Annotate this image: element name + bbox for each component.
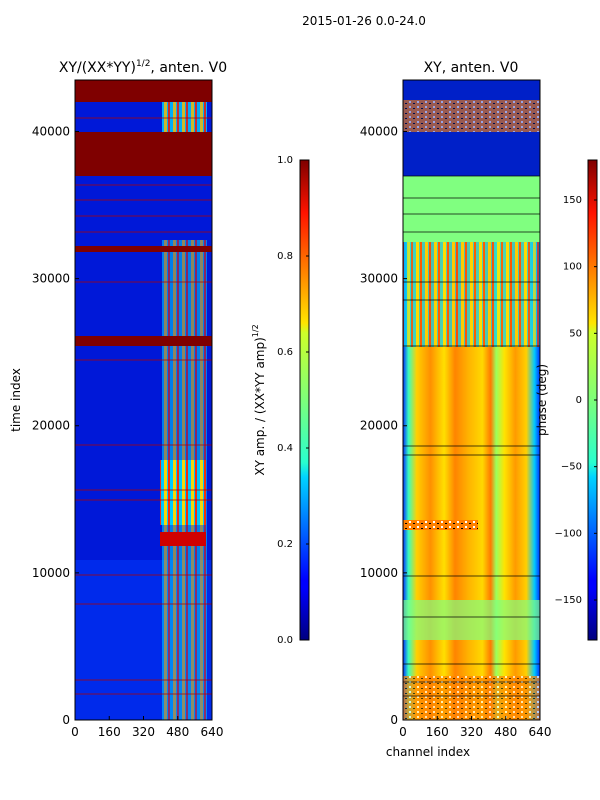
left-colorbar-tick-label: 0.8: [277, 251, 293, 262]
left-colorbar-frame: [299, 159, 310, 641]
right-heatmap: [403, 80, 540, 720]
left-panel: XY/(XX*YY)1/2, anten. V0 0 160 320 4: [9, 59, 310, 739]
right-xticks: 0 160 320 480 640: [399, 716, 551, 739]
left-heatmap-ch480-bright: [160, 460, 206, 525]
left-colorbar: 0.0 0.2 0.4 0.6 0.8 1.0 XY amp. / (XX*YY amp)…: [251, 155, 310, 646]
right-heatmap-green-band: [403, 176, 540, 242]
left-heatmap-sat-block: [75, 132, 212, 176]
left-ylabel: time index: [9, 368, 23, 432]
right-colorbar-tick-label: 100: [563, 262, 582, 273]
left-heatmap-sat-line1: [75, 246, 212, 252]
left-colorbar-tick-label: 0.2: [277, 539, 293, 550]
left-ytick-label: 0: [62, 713, 70, 727]
left-title: XY/(XX*YY)1/2, anten. V0: [59, 59, 227, 76]
left-heatmap-redlines: [75, 117, 212, 695]
right-colorbar: −150 −100 −50 0 50 100 150 phase (deg): [535, 159, 598, 641]
right-colorbar-gradient: [588, 160, 597, 640]
left-colorbar-label: XY amp. / (XX*YY amp)1/2: [251, 324, 267, 475]
left-ytick-label: 40000: [32, 124, 70, 138]
right-ytick-label: 0: [390, 713, 398, 727]
right-xtick-label: 320: [460, 725, 483, 739]
left-ytick-label: 30000: [32, 272, 70, 286]
right-ytick-label: 40000: [360, 124, 398, 138]
right-colorbar-tick-label: −50: [561, 462, 582, 473]
right-xtick-label: 640: [529, 725, 552, 739]
left-colorbar-tick-label: 0.4: [277, 443, 293, 454]
left-xtick-label: 640: [201, 725, 224, 739]
left-xtick-label: 480: [166, 725, 189, 739]
right-yticks: 0 10000 20000 30000 40000: [360, 124, 407, 727]
right-xtick-label: 160: [426, 725, 449, 739]
right-colorbar-tick-label: 150: [563, 195, 582, 206]
left-heatmap-sat-top: [75, 80, 212, 102]
left-xtick-label: 320: [132, 725, 155, 739]
right-heatmap-top-red: [403, 100, 540, 132]
right-colorbar-tick-label: −150: [555, 595, 582, 606]
right-xtick-label: 480: [494, 725, 517, 739]
left-yticks: 0 10000 20000 30000 40000: [32, 124, 79, 727]
right-title: XY, anten. V0: [424, 60, 519, 76]
right-panel: XY, anten. V0 0 160 320 480 640 0 10000 20000 3…: [360, 60, 598, 759]
left-xticks: 0 160 320 480 640: [71, 716, 223, 739]
left-ytick-label: 20000: [32, 419, 70, 433]
right-xlabel: channel index: [386, 745, 470, 759]
right-heatmap-bottom-mixed: [403, 676, 540, 720]
left-colorbar-tick-label: 0.0: [277, 635, 293, 646]
left-colorbar-gradient: [300, 160, 309, 640]
right-xtick-label: 0: [399, 725, 407, 739]
left-ytick-label: 10000: [32, 566, 70, 580]
left-heatmap-ch480-upper: [162, 100, 207, 132]
right-colorbar-tick-label: 50: [569, 328, 582, 339]
left-colorbar-tick-label: 0.6: [277, 347, 293, 358]
left-colorbar-ticks: 0.0 0.2 0.4 0.6 0.8 1.0: [277, 155, 309, 646]
right-ytick-label: 20000: [360, 419, 398, 433]
right-colorbar-label: phase (deg): [535, 364, 549, 436]
left-colorbar-tick-label: 1.0: [277, 155, 293, 166]
right-colorbar-ticks: −150 −100 −50 0 50 100 150: [555, 195, 597, 606]
right-ytick-label: 30000: [360, 272, 398, 286]
right-heatmap-green-band2: [403, 600, 540, 640]
left-heatmap: [75, 80, 212, 720]
right-colorbar-tick-label: −100: [555, 528, 582, 539]
left-xtick-label: 160: [98, 725, 121, 739]
right-ytick-label: 10000: [360, 566, 398, 580]
right-colorbar-tick-label: 0: [576, 395, 582, 406]
left-heatmap-ch480-red: [160, 532, 206, 546]
right-heatmap-darklines: [403, 175, 540, 697]
left-xtick-label: 0: [71, 725, 79, 739]
suptitle: 2015-01-26 0.0-24.0: [302, 14, 426, 28]
right-heatmap-speckle-row: [403, 520, 478, 530]
left-heatmap-sat-line2: [75, 336, 212, 346]
right-heatmap-mid-mixed: [403, 242, 540, 347]
